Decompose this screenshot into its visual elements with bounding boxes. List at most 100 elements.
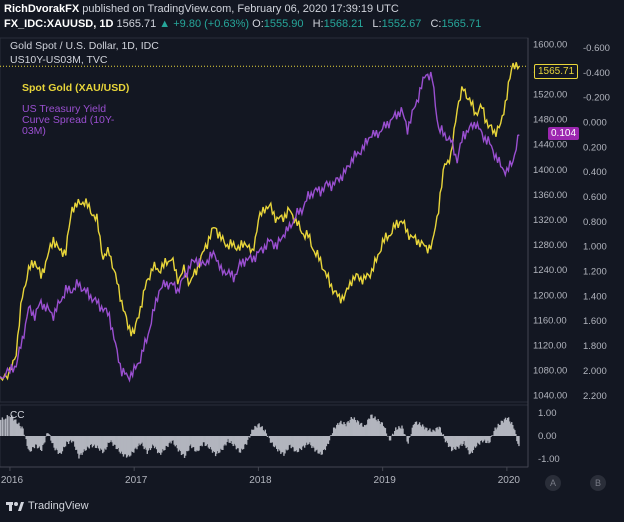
open-value: 1555.90 <box>263 18 304 30</box>
cc-bar <box>417 424 420 436</box>
cc-bar <box>493 431 495 436</box>
cc-bar <box>12 416 14 436</box>
cc-bar <box>175 436 177 445</box>
cc-bar <box>104 436 106 449</box>
tradingview-logo[interactable]: TradingView <box>6 500 89 512</box>
cc-bar <box>426 427 428 436</box>
cc-bar <box>234 436 236 446</box>
cc-bar <box>78 436 80 459</box>
cc-bar <box>371 414 373 436</box>
cc-bar <box>427 431 429 436</box>
cc-bar <box>487 436 489 441</box>
cc-bar <box>154 436 157 447</box>
cc-bar <box>357 421 360 436</box>
cc-bar <box>356 420 359 436</box>
symbol-info: FX_IDC:XAUUSD, 1D 1565.71 ▲ +9.80 (+0.63… <box>4 18 487 30</box>
cc-bar <box>167 436 169 448</box>
scale-b-button[interactable]: B <box>590 475 606 491</box>
cc-bar <box>355 422 358 436</box>
cc-bar <box>97 436 100 449</box>
cc-bar <box>51 436 53 444</box>
cc-bar <box>317 436 319 454</box>
cc-bar <box>477 436 480 444</box>
cc-bar <box>402 428 404 436</box>
cc-bar <box>149 436 152 451</box>
cc-bar <box>448 436 451 447</box>
cc-bar <box>0 419 2 436</box>
cc-bar <box>424 429 426 436</box>
cc-bar <box>48 434 50 436</box>
cc-bar <box>205 436 208 446</box>
cc-bar <box>285 436 287 450</box>
cc-bar <box>303 436 306 448</box>
cc-bar <box>34 436 37 445</box>
cc-bar <box>470 436 473 452</box>
cc-bar <box>299 436 302 449</box>
cc-bar <box>185 436 188 452</box>
right-axis-tick: -0.400 <box>583 68 610 79</box>
right-axis-tick: 1.400 <box>583 291 607 302</box>
high-label: H: <box>312 18 324 30</box>
cc-bar <box>462 436 464 445</box>
cc-bar <box>345 426 347 436</box>
cc-bar <box>177 436 180 452</box>
cc-bar <box>193 436 195 448</box>
cc-bar <box>87 436 89 448</box>
cc-bar <box>6 415 9 436</box>
cc-bar <box>320 436 322 455</box>
cc-bar <box>173 436 175 445</box>
cc-bar <box>132 436 134 453</box>
cc-bar <box>106 436 108 448</box>
cc-bar <box>171 436 173 441</box>
auto-scale-button[interactable]: A <box>545 475 561 491</box>
cc-bar <box>73 436 75 442</box>
cc-bar <box>507 417 510 436</box>
cc-bar <box>508 421 511 436</box>
cc-bar <box>469 436 472 454</box>
cc-bar <box>289 436 291 445</box>
cc-bar <box>473 436 476 447</box>
cc-bar <box>434 431 436 436</box>
cc-bar <box>67 436 70 444</box>
cc-bar <box>501 420 504 436</box>
x-tick-label: 2016 <box>1 475 24 486</box>
cc-bar <box>94 436 97 448</box>
cc-bar <box>394 430 396 436</box>
cc-bar <box>326 436 329 444</box>
cc-bar <box>170 436 172 444</box>
cc-bar <box>450 436 453 452</box>
cc-bar <box>331 433 334 436</box>
cc-bar <box>220 436 222 449</box>
publish-info: RichDvorakFX published on TradingView.co… <box>4 3 399 15</box>
cc-bar <box>82 436 84 453</box>
cc-bar <box>353 417 356 436</box>
cc-bar <box>150 436 153 449</box>
cc-bar <box>196 436 198 451</box>
last-price: 1565.71 <box>116 18 157 30</box>
cc-bar <box>375 419 377 436</box>
cc-bar <box>64 436 67 447</box>
author-name[interactable]: RichDvorakFX <box>4 3 80 15</box>
cc-bar <box>438 426 440 436</box>
cc-bar <box>286 436 288 451</box>
cc-bar <box>489 436 491 443</box>
cc-bar <box>96 436 99 446</box>
cc-bar <box>471 436 474 454</box>
cc-bar <box>279 436 281 451</box>
x-tick-label: 2017 <box>125 475 148 486</box>
cc-bar <box>517 436 519 444</box>
cc-bar <box>88 436 91 449</box>
cc-bar <box>310 436 312 446</box>
publish-text: published on TradingView.com, February 0… <box>82 3 399 15</box>
legend-yield: US Treasury Yield Curve Spread (10Y-03M) <box>22 103 115 137</box>
cc-bar <box>39 436 42 450</box>
cc-bar <box>281 436 283 453</box>
cc-bar <box>204 436 206 447</box>
cc-bar <box>239 436 242 453</box>
cc-bar <box>157 436 160 453</box>
cc-bar <box>332 427 335 436</box>
cc-bar <box>391 433 394 436</box>
cc-bar <box>74 436 76 447</box>
chart-subtitle: US10Y-US03M, TVC <box>10 54 108 66</box>
cc-bar <box>128 436 131 457</box>
